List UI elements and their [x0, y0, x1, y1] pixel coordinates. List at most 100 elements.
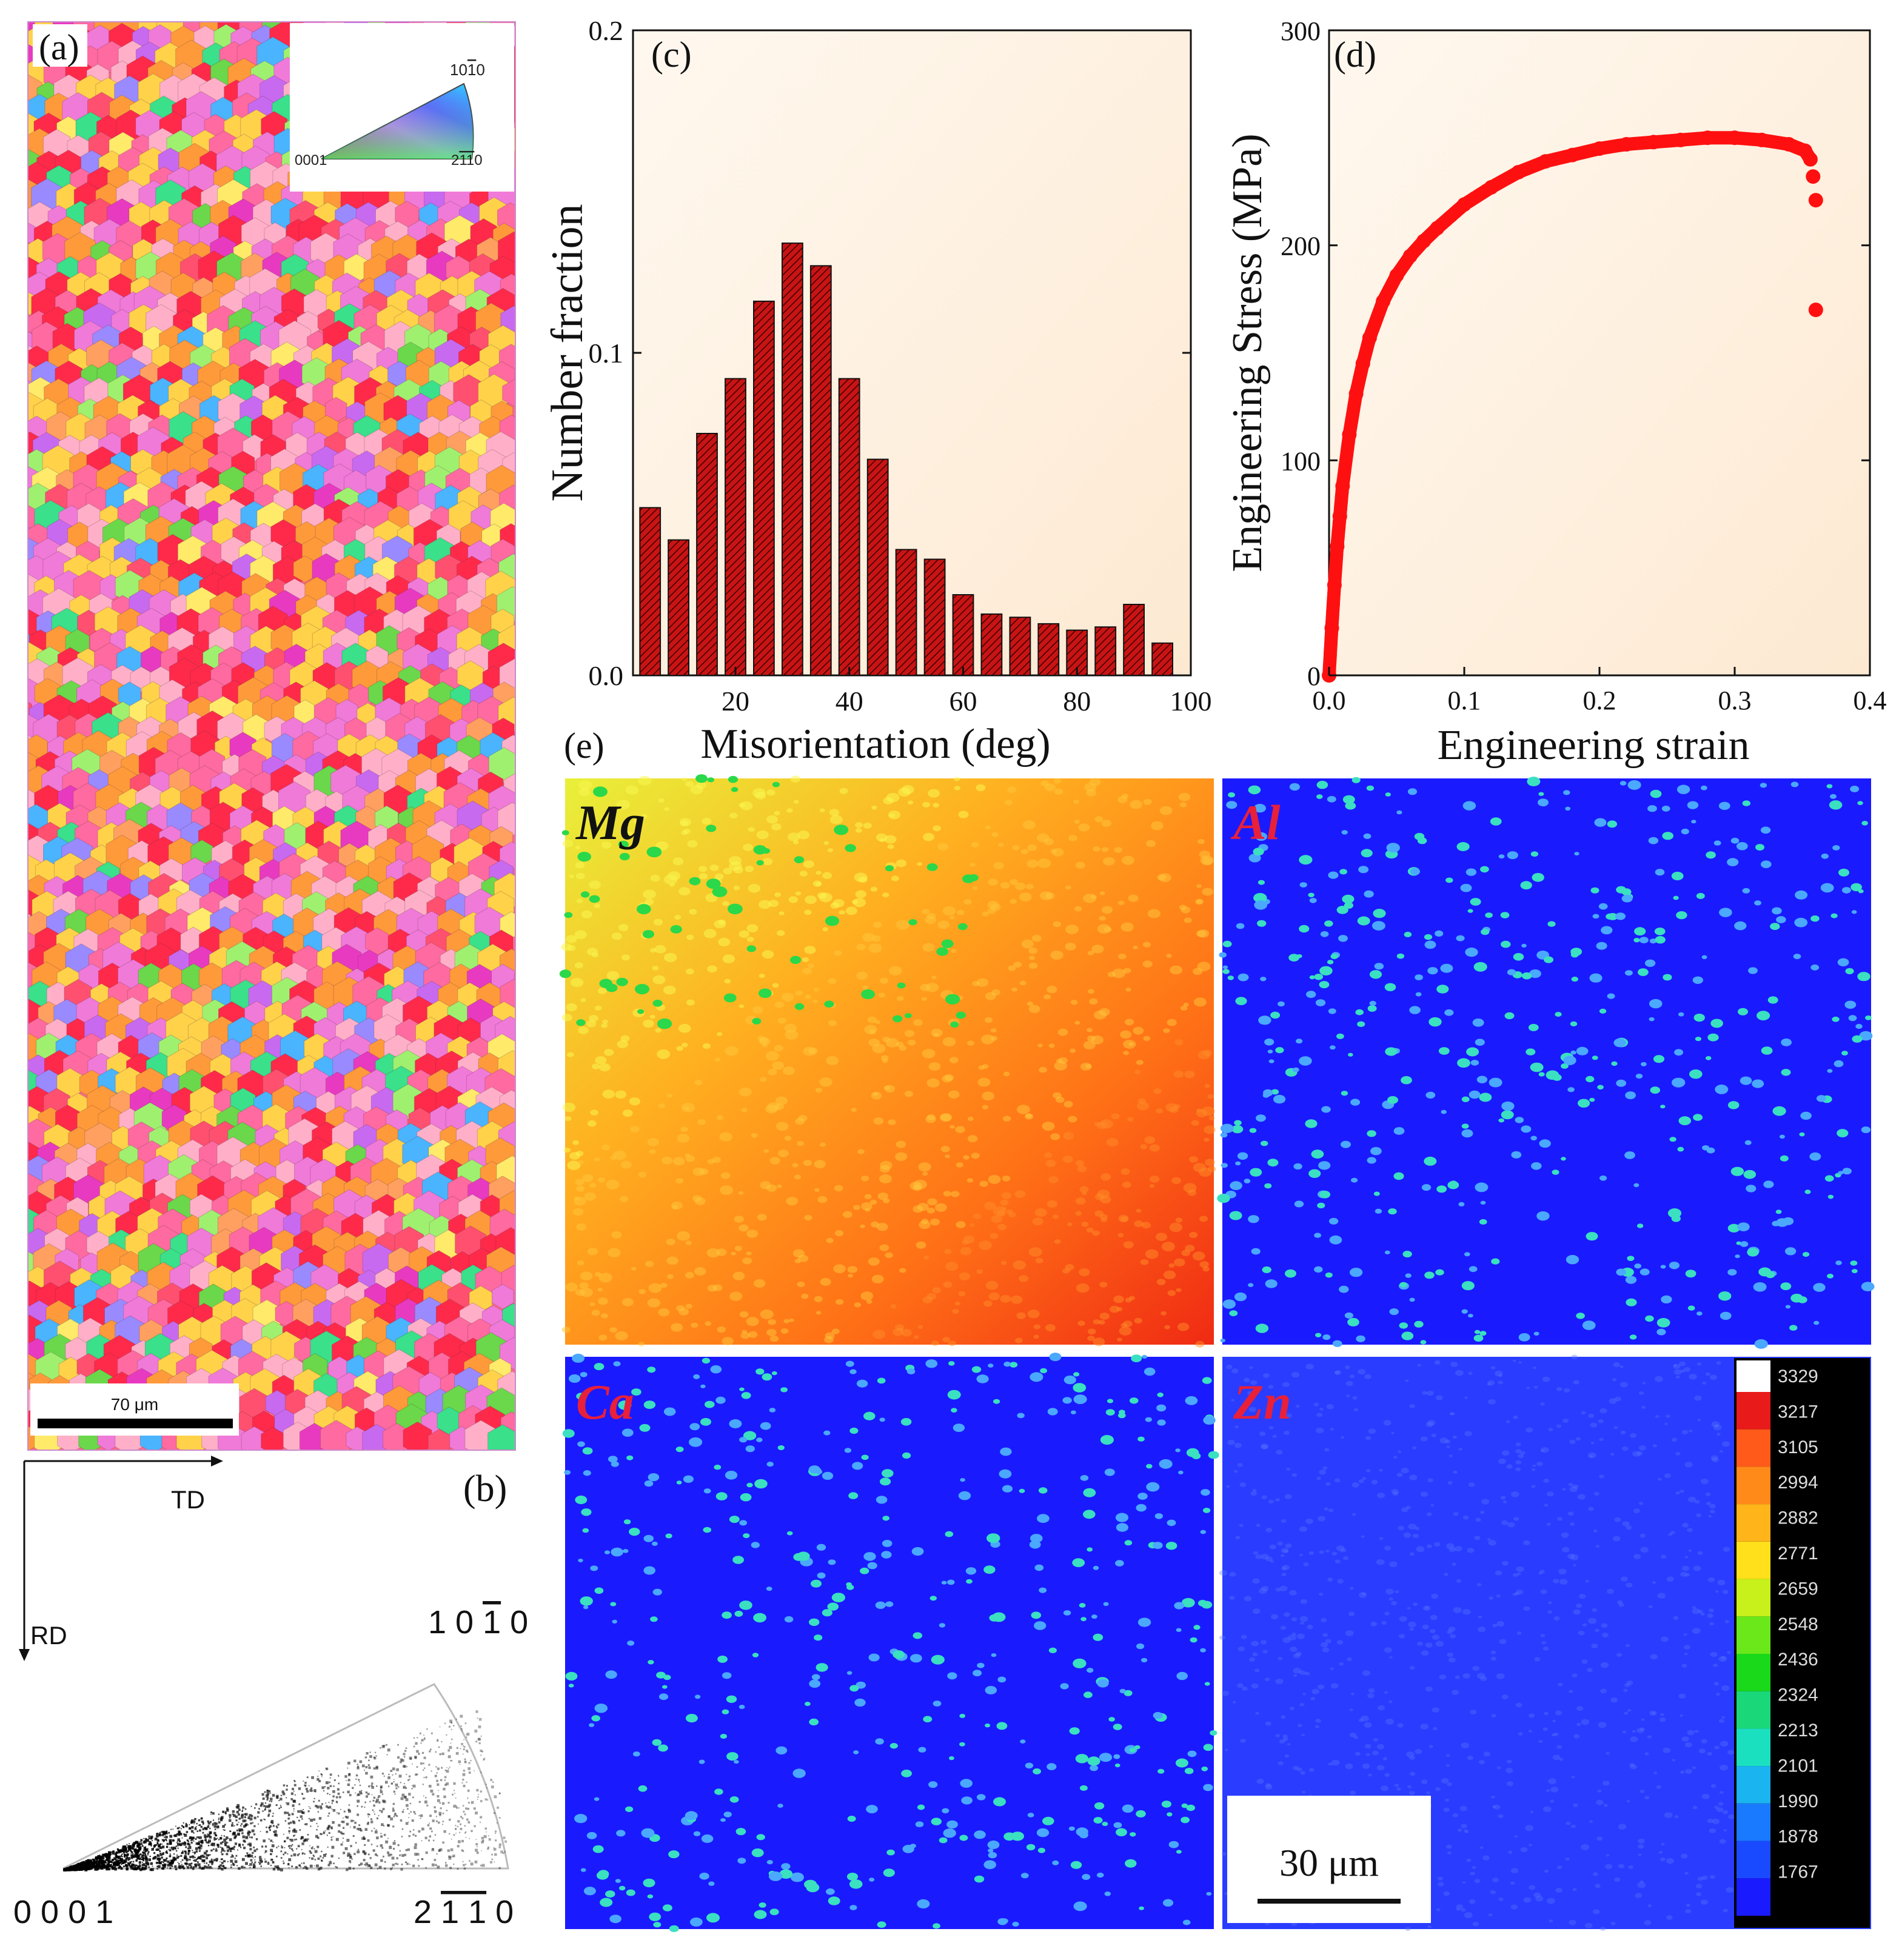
pole-point	[166, 1832, 168, 1835]
pole-point	[406, 1766, 408, 1767]
pole-point	[286, 1836, 289, 1839]
pole-point	[108, 1868, 111, 1871]
pole-point	[415, 1835, 417, 1837]
pole-point	[176, 1855, 178, 1856]
pole-point	[403, 1809, 404, 1810]
pole-point	[457, 1825, 459, 1827]
pole-point	[342, 1791, 344, 1793]
pole-point	[284, 1847, 286, 1848]
pole-point	[464, 1761, 466, 1762]
pole-point	[133, 1864, 136, 1867]
pole-point	[314, 1859, 316, 1861]
pole-point	[247, 1824, 249, 1825]
pole-point	[481, 1841, 484, 1844]
pole-point	[313, 1848, 315, 1850]
pole-point	[423, 1738, 426, 1741]
pole-point	[241, 1816, 244, 1819]
pole-point	[254, 1807, 256, 1809]
pole-point	[264, 1860, 267, 1863]
pole-point	[264, 1845, 267, 1848]
pole-point	[435, 1816, 438, 1818]
pole-point	[423, 1762, 424, 1765]
pole-point	[107, 1862, 110, 1864]
pole-point	[306, 1776, 309, 1779]
pole-point	[212, 1823, 214, 1825]
pole-point	[460, 1725, 462, 1727]
pole-point	[475, 1848, 478, 1852]
panel-a-scalebar-label: 70 μm	[111, 1395, 158, 1414]
pole-point	[250, 1805, 252, 1807]
pole-point	[232, 1862, 234, 1865]
pole-point	[111, 1864, 113, 1865]
panel-b: (b) 1 0 1 0 0 0 0 1 2 1 1 0	[13, 1468, 528, 1930]
pole-point	[364, 1844, 366, 1846]
pole-point	[338, 1796, 341, 1799]
pole-point	[301, 1853, 303, 1855]
pole-point	[321, 1786, 324, 1790]
grain	[28, 313, 29, 331]
pole-point	[120, 1858, 121, 1859]
pole-point	[294, 1794, 296, 1796]
pole-point	[198, 1837, 199, 1839]
pole-point	[460, 1714, 463, 1718]
pole-point	[453, 1804, 457, 1808]
pole-point	[428, 1764, 430, 1766]
pole-point	[304, 1782, 307, 1784]
pole-point	[432, 1819, 435, 1822]
grain	[28, 172, 32, 195]
pole-point	[178, 1840, 181, 1842]
pole-point	[128, 1848, 131, 1851]
pole-point	[240, 1847, 242, 1848]
pole-point	[504, 1840, 507, 1843]
pole-point	[102, 1861, 104, 1862]
pole-point	[462, 1805, 464, 1807]
pole-point	[189, 1859, 191, 1861]
pole-point	[325, 1853, 327, 1855]
pole-point	[144, 1853, 147, 1856]
pole-point	[156, 1865, 158, 1867]
pole-point	[247, 1854, 249, 1857]
ipf-inset-left-label: 0001	[295, 152, 327, 169]
pole-point	[143, 1838, 145, 1839]
pole-point	[381, 1773, 384, 1775]
bar-c-75	[1037, 623, 1060, 677]
pole-point	[188, 1863, 192, 1867]
pole-point	[371, 1830, 373, 1832]
pole-point	[132, 1863, 133, 1865]
pole-point	[274, 1830, 277, 1833]
pole-point	[317, 1858, 320, 1860]
pole-point	[437, 1794, 440, 1798]
pole-point	[120, 1867, 123, 1870]
panel-a-scalebar: 70 μm	[30, 1383, 239, 1436]
pole-point	[141, 1842, 142, 1844]
pole-point	[158, 1860, 161, 1862]
pole-point	[188, 1845, 192, 1849]
pole-point	[293, 1810, 295, 1812]
pole-point	[303, 1808, 304, 1810]
pole-point	[183, 1856, 186, 1859]
pole-point	[355, 1774, 358, 1777]
pole-point	[417, 1859, 419, 1861]
pole-point	[411, 1788, 413, 1790]
pole-point	[211, 1863, 213, 1865]
pole-point	[179, 1831, 180, 1833]
pole-point	[236, 1829, 239, 1831]
pole-point	[161, 1831, 162, 1833]
pole-point	[265, 1805, 268, 1808]
pole-point	[126, 1844, 128, 1845]
pole-point	[216, 1844, 219, 1847]
pole-point	[422, 1784, 424, 1785]
pole-point	[441, 1802, 445, 1805]
pole-point	[450, 1838, 452, 1840]
pole-point	[195, 1847, 198, 1850]
pole-point	[310, 1787, 313, 1790]
pole-point	[259, 1856, 262, 1859]
pole-point	[187, 1824, 188, 1826]
pole-point	[365, 1865, 367, 1867]
pole-point	[418, 1815, 420, 1816]
pole-point	[357, 1764, 358, 1765]
pole-point	[301, 1818, 303, 1820]
pole-point	[131, 1865, 133, 1867]
pole-point	[343, 1810, 346, 1813]
